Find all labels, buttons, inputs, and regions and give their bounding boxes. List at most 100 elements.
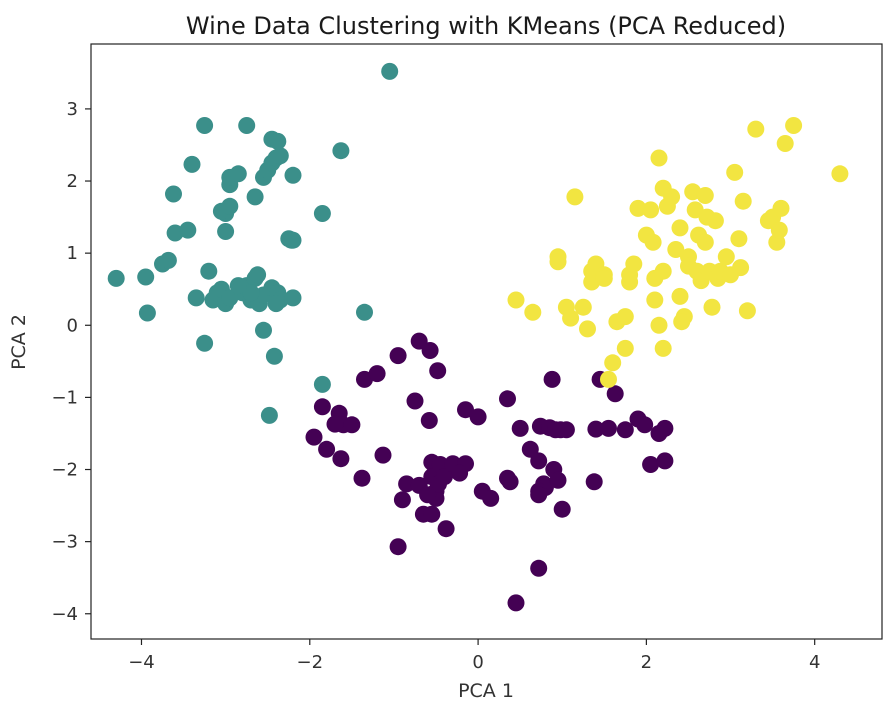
cluster-0-point bbox=[650, 425, 668, 442]
cluster-2-point bbox=[650, 316, 668, 334]
cluster-1-point bbox=[179, 221, 197, 239]
cluster-0-point bbox=[616, 421, 634, 439]
cluster-2-point bbox=[616, 339, 634, 357]
cluster-0-point bbox=[423, 505, 441, 523]
y-axis-label: PCA 2 bbox=[8, 314, 30, 370]
cluster-1-point bbox=[255, 321, 272, 339]
y-tick-label: −2 bbox=[51, 460, 78, 481]
cluster-1-point bbox=[138, 304, 156, 322]
cluster-0-point bbox=[326, 415, 344, 433]
cluster-2-point bbox=[549, 253, 567, 271]
cluster-2-point bbox=[604, 354, 622, 372]
cluster-2-point bbox=[730, 230, 748, 248]
cluster-0-point bbox=[600, 419, 617, 437]
cluster-2-point bbox=[696, 187, 714, 204]
cluster-2-point bbox=[671, 219, 689, 237]
cluster-2-point bbox=[671, 287, 689, 305]
cluster-0-point bbox=[393, 491, 411, 509]
cluster-0-point bbox=[557, 421, 575, 439]
cluster-0-point bbox=[507, 594, 525, 612]
cluster-2-point bbox=[644, 233, 662, 251]
cluster-1-point bbox=[284, 166, 302, 184]
cluster-2-point bbox=[574, 298, 592, 316]
cluster-2-point bbox=[776, 135, 794, 152]
cluster-1-point bbox=[249, 266, 267, 284]
cluster-2-point bbox=[747, 120, 765, 138]
cluster-2-point bbox=[642, 201, 660, 219]
cluster-2-point bbox=[629, 199, 647, 217]
y-tick-label: 3 bbox=[67, 99, 78, 120]
cluster-2-point bbox=[673, 313, 691, 331]
cluster-2-point bbox=[579, 320, 596, 338]
cluster-0-point bbox=[389, 538, 407, 556]
plot-frame bbox=[90, 43, 883, 640]
points-layer bbox=[107, 62, 849, 612]
x-tick-label: −4 bbox=[128, 652, 155, 673]
cluster-0-point bbox=[313, 398, 331, 416]
cluster-2-point bbox=[663, 188, 681, 206]
cluster-1-point bbox=[284, 289, 302, 307]
y-tick-label: −4 bbox=[51, 604, 78, 625]
cluster-0-point bbox=[419, 486, 437, 504]
cluster-1-point bbox=[196, 334, 214, 352]
cluster-0-point bbox=[398, 475, 416, 493]
cluster-0-point bbox=[553, 500, 571, 518]
cluster-0-point bbox=[482, 489, 500, 507]
cluster-1-point bbox=[165, 185, 182, 203]
y-tick-label: 2 bbox=[67, 171, 78, 192]
cluster-1-point bbox=[242, 284, 260, 302]
cluster-1-point bbox=[196, 117, 214, 134]
cluster-0-point bbox=[389, 347, 407, 365]
cluster-2-point bbox=[600, 370, 617, 388]
cluster-0-point bbox=[530, 559, 548, 577]
cluster-1-point bbox=[200, 262, 218, 280]
y-axis: 3 2 1 0 −1 −2 −3 −4 bbox=[51, 99, 91, 625]
cluster-0-point bbox=[429, 362, 447, 380]
cluster-1-point bbox=[381, 62, 399, 80]
cluster-0-point bbox=[530, 486, 548, 504]
cluster-2-point bbox=[562, 309, 580, 327]
cluster-0-point bbox=[656, 452, 674, 470]
cluster-0-point bbox=[437, 520, 455, 538]
cluster-0-point bbox=[511, 419, 529, 437]
y-tick-label: −3 bbox=[51, 532, 78, 553]
cluster-1-point bbox=[229, 277, 247, 295]
cluster-2-point bbox=[625, 255, 643, 273]
y-tick-label: 1 bbox=[67, 243, 78, 264]
cluster-1-point bbox=[187, 289, 205, 307]
cluster-1-point bbox=[221, 197, 239, 215]
cluster-1-point bbox=[269, 132, 287, 150]
x-tick-label: 4 bbox=[809, 652, 820, 673]
cluster-1-point bbox=[183, 155, 201, 173]
x-tick-label: 2 bbox=[641, 652, 652, 673]
cluster-0-point bbox=[451, 464, 469, 482]
cluster-2-point bbox=[654, 262, 672, 280]
cluster-0-point bbox=[585, 473, 603, 491]
cluster-0-point bbox=[501, 473, 519, 491]
cluster-0-point bbox=[549, 471, 567, 489]
cluster-0-point bbox=[374, 446, 392, 464]
cluster-2-point bbox=[717, 248, 735, 266]
cluster-0-point bbox=[332, 450, 350, 468]
y-tick-label: 0 bbox=[67, 315, 78, 336]
cluster-1-point bbox=[246, 188, 264, 206]
cluster-2-point bbox=[703, 298, 721, 316]
cluster-1-point bbox=[159, 251, 177, 269]
cluster-0-point bbox=[421, 342, 439, 359]
x-axis: −4 −2 0 2 4 bbox=[128, 639, 820, 673]
cluster-1-point bbox=[265, 347, 283, 365]
cluster-2-point bbox=[595, 269, 613, 287]
cluster-0-point bbox=[499, 390, 516, 408]
cluster-2-point bbox=[706, 212, 724, 230]
y-tick-label: −1 bbox=[51, 387, 78, 408]
chart-title: Wine Data Clustering with KMeans (PCA Re… bbox=[186, 12, 786, 40]
cluster-0-point bbox=[587, 420, 605, 438]
cluster-0-point bbox=[606, 385, 624, 403]
cluster-2-point bbox=[785, 117, 803, 134]
cluster-1-point bbox=[229, 165, 247, 183]
cluster-2-point bbox=[654, 339, 672, 357]
cluster-1-point bbox=[137, 268, 155, 286]
x-tick-label: −2 bbox=[297, 652, 324, 673]
cluster-2-point bbox=[732, 259, 750, 277]
